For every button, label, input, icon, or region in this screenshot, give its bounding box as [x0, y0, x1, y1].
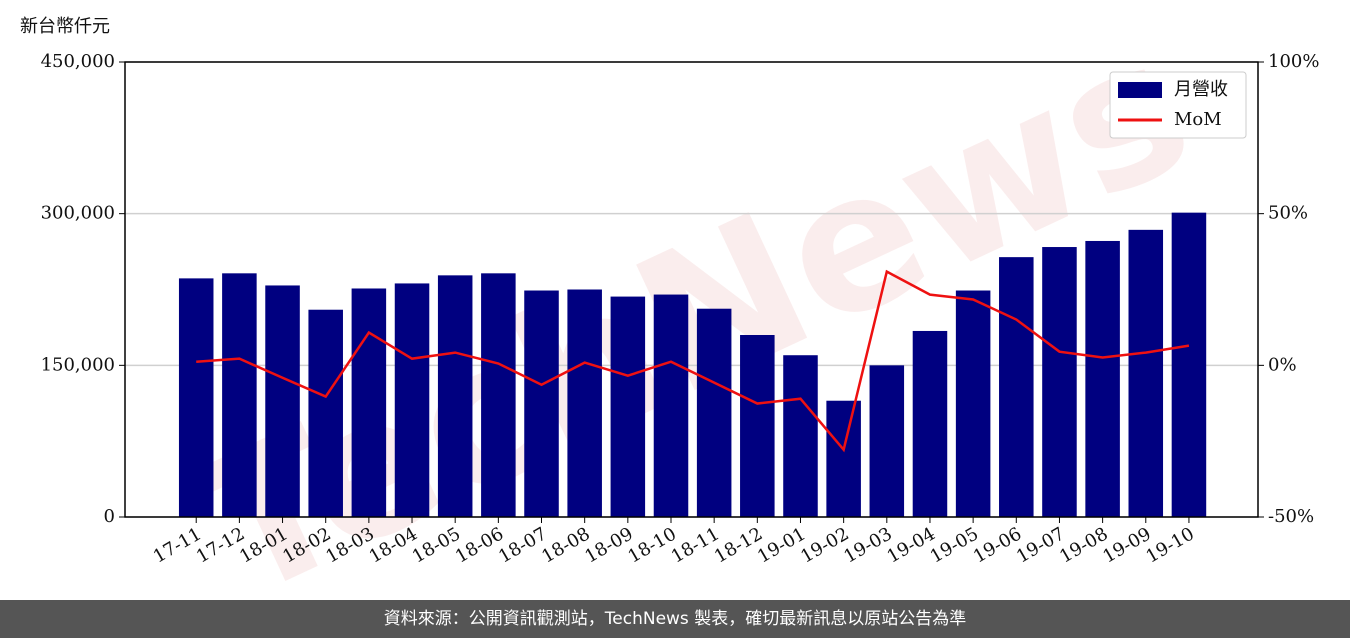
bar	[524, 290, 559, 517]
bar	[308, 309, 343, 517]
bar	[696, 308, 732, 517]
footer: 資料來源：公開資訊觀測站，TechNews 製表，確切最新訊息以原站公告為準	[384, 609, 966, 629]
line	[196, 269, 1190, 453]
plot-frame	[124, 61, 1259, 518]
x-tick-label: 18-10	[625, 523, 680, 567]
x-tick-label: 19-10	[1143, 523, 1198, 567]
bar	[394, 283, 430, 517]
bar	[912, 330, 948, 517]
legend-swatch	[1118, 82, 1162, 98]
x-tick-label: 19-08	[1056, 523, 1111, 567]
x-tick-label: 19-09	[1099, 523, 1154, 567]
x-tick-label: 19-03	[840, 523, 895, 567]
x-tick-label: 18-08	[538, 523, 593, 567]
y-tick-label: 300,000	[41, 203, 115, 224]
bar	[740, 335, 775, 517]
x-tick-label: 18-09	[581, 523, 636, 567]
legend-label: MoM	[1174, 109, 1222, 130]
y2-tick-label: 0%	[1268, 354, 1297, 375]
footer-bar	[0, 600, 1350, 638]
x-tick-label: 19-04	[884, 523, 939, 567]
bar	[955, 290, 991, 517]
legend-label: 月營收	[1174, 79, 1228, 100]
y-tick-label: 0	[104, 506, 115, 527]
bar	[178, 278, 214, 517]
bar	[826, 400, 861, 517]
x-tick-label: 19-05	[927, 523, 982, 567]
bar	[999, 257, 1034, 517]
bar	[265, 285, 300, 517]
x-tick-label: 19-02	[797, 523, 852, 567]
x-tick-label: 19-06	[970, 523, 1025, 567]
x-tick-label: 17-11	[150, 523, 205, 567]
bar	[1085, 240, 1120, 517]
y-tick-label: 450,000	[41, 51, 115, 72]
y-tick-label: 150,000	[41, 354, 115, 375]
y2-tick-label: 100%	[1268, 51, 1319, 72]
bar	[437, 275, 473, 517]
y2-tick-label: -50%	[1268, 506, 1314, 527]
bar	[610, 296, 646, 517]
x-tick-label: 18-11	[668, 523, 723, 567]
bar	[1171, 212, 1207, 517]
bar	[653, 294, 689, 517]
bar	[869, 365, 905, 517]
bar	[567, 289, 602, 517]
bar	[351, 288, 387, 517]
bar	[783, 355, 818, 517]
bar	[222, 273, 257, 517]
x-tick-label: 18-07	[495, 523, 550, 567]
bar	[1042, 247, 1077, 518]
x-tick-label: 19-07	[1013, 523, 1068, 567]
bar	[481, 273, 516, 517]
y2-tick-label: 50%	[1268, 203, 1308, 224]
x-tick-label: 18-12	[711, 523, 766, 567]
x-tick-label: 19-01	[754, 523, 809, 567]
y-axis-label: 新台幣仟元	[20, 16, 110, 37]
bar	[1128, 229, 1164, 517]
